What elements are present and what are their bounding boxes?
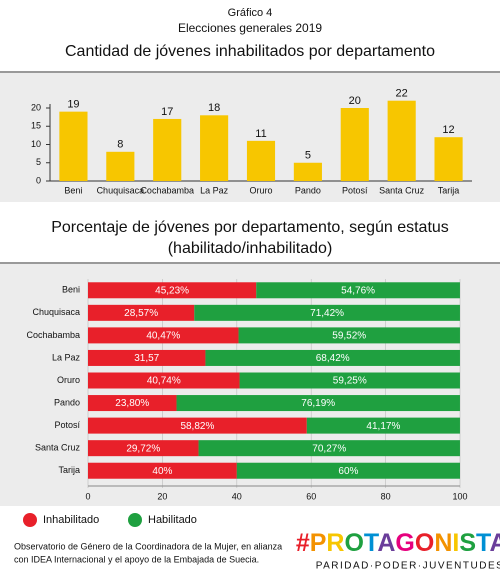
bar-segment [236,462,460,479]
legend-swatch [23,513,37,527]
data-label: 11 [255,128,266,140]
data-label: 45,23% [155,285,189,296]
footer-text: Observatorio de Género de la Coordinador… [14,541,282,551]
x-tick-label: 20 [157,491,167,501]
x-tick-label: 100 [452,491,467,501]
data-label: 5 [305,150,311,162]
x-tick-label: Cochabamba [140,185,194,195]
data-label: 18 [208,102,220,114]
y-tick-label: 10 [31,139,41,149]
data-label: 12 [442,124,454,136]
data-label: 58,82% [180,421,214,432]
bar-segment [88,417,307,434]
data-label: 76,19% [301,398,335,409]
footer-text: con IDEA Internacional y el apoyo de la … [14,554,259,564]
bar-segment [88,282,257,299]
y-tick-label: 5 [36,157,41,167]
data-label: 59,25% [333,376,367,387]
bar-segment [176,395,460,412]
data-label: 40,74% [147,376,181,387]
logo: #PROTAGONISTAS [296,529,500,557]
x-tick-label: Beni [64,185,82,195]
y-tick-label: Pando [54,397,80,407]
data-label: 20 [349,95,361,107]
bar [153,118,182,181]
bar-segment [88,372,240,389]
bar-segment [256,282,460,299]
x-tick-label: Potosí [342,185,368,195]
data-label: 28,57% [124,308,158,319]
bar-segment [239,372,460,389]
y-tick-label: Oruro [57,375,80,385]
bar-segment [306,417,460,434]
chart-subtitle: (habilitado/inhabilitado) [168,240,333,257]
x-tick-label: Pando [295,185,321,195]
y-tick-label: 15 [31,121,41,131]
bar-segment [88,327,239,344]
bar-segment [88,349,206,366]
data-label: 60% [338,466,358,477]
bar-segment [198,440,460,457]
bar [106,151,135,181]
data-label: 8 [117,139,123,151]
data-label: 29,72% [126,443,160,454]
y-tick-label: Chuquisaca [32,307,80,317]
data-label: 70,27% [312,443,346,454]
bar-segment [194,304,460,321]
chart-title: Cantidad de jóvenes inhabilitados por de… [65,43,435,60]
data-label: 41,17% [366,421,400,432]
data-label: 17 [161,106,173,118]
bar-segment [88,440,199,457]
legend-label: Inhabilitado [43,514,99,526]
bar [246,140,276,181]
data-label: 68,42% [316,353,350,364]
bar [200,115,229,181]
y-tick-label: Cochabamba [26,330,80,340]
x-tick-label: 0 [85,491,90,501]
x-tick-label: Oruro [249,185,272,195]
data-label: 40% [152,466,172,477]
legend-label: Habilitado [148,514,197,526]
chart-title: Porcentaje de jóvenes por departamento, … [51,219,449,236]
y-tick-label: Tarija [58,465,80,475]
bar [434,137,463,181]
bar-segment [88,304,195,321]
y-tick-label: Potosí [54,420,80,430]
figure-label: Gráfico 4 [228,7,273,19]
x-tick-label: Chuquisaca [97,185,145,195]
y-tick-label: 20 [31,102,41,112]
data-label: 71,42% [310,308,344,319]
x-tick-label: La Paz [200,185,229,195]
y-tick-label: Santa Cruz [35,443,81,453]
x-tick-label: Santa Cruz [379,185,425,195]
data-label: 54,76% [341,285,375,296]
bar [340,108,369,181]
bar [387,100,416,181]
bar-segment [238,327,460,344]
bar [59,111,88,181]
tagline: PARIDAD·PODER·JUVENTUDES [316,561,500,572]
data-label: 23,80% [115,398,149,409]
x-tick-label: Tarija [438,185,460,195]
data-label: 59,52% [332,331,366,342]
x-tick-label: 60 [306,491,316,501]
data-label: 40,47% [146,331,180,342]
bar-segment [88,462,237,479]
bar-segment [205,349,460,366]
y-tick-label: Beni [62,285,80,295]
data-label: 22 [396,88,408,100]
bar [293,162,322,181]
bar-segment [88,395,177,412]
data-label: 19 [67,99,79,111]
data-label: 31,57 [134,353,159,364]
x-tick-label: 80 [381,491,391,501]
y-tick-label: 0 [36,175,41,185]
x-tick-label: 40 [232,491,242,501]
legend-swatch [128,513,142,527]
y-tick-label: La Paz [52,352,81,362]
subtitle: Elecciones generales 2019 [178,21,322,35]
